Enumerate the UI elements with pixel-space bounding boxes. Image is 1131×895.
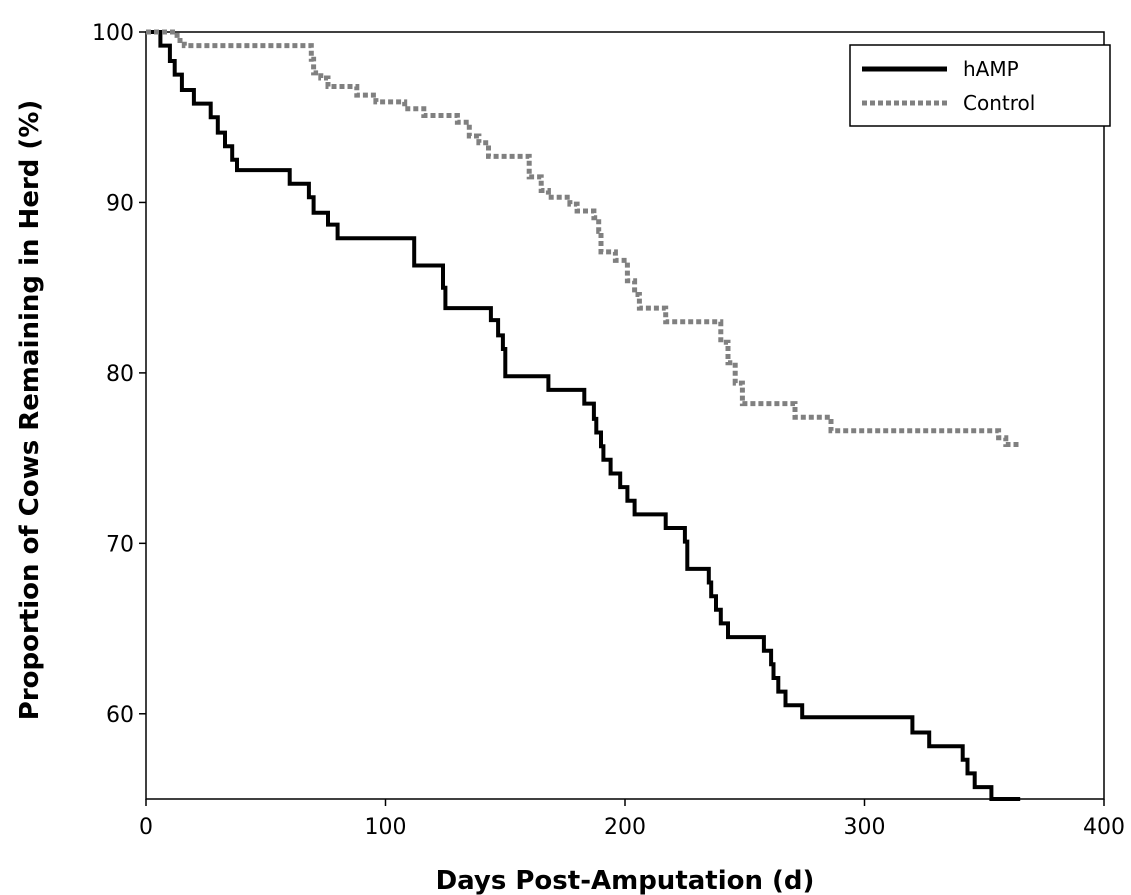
y-axis: 60 70 80 90 100 <box>92 21 146 728</box>
plot-area-frame <box>145 31 1105 800</box>
y-tick-label: 60 <box>106 703 134 728</box>
legend: hAMP Control <box>849 44 1111 127</box>
x-tick-label: 0 <box>139 815 153 840</box>
series-line-hamp <box>146 30 1021 801</box>
x-axis: 0 100 200 300 400 <box>139 799 1125 840</box>
y-tick-label: 80 <box>106 362 134 387</box>
x-tick-label: 100 <box>365 815 407 840</box>
legend-label-control: Control <box>963 91 1035 115</box>
series-line-control <box>146 29 1021 447</box>
x-tick-label: 200 <box>604 815 646 840</box>
y-tick-label: 70 <box>106 532 134 557</box>
x-tick-label: 400 <box>1083 815 1125 840</box>
x-axis-title: Days Post-Amputation (d) <box>436 866 815 895</box>
y-tick-label: 90 <box>106 191 134 216</box>
legend-label-hamp: hAMP <box>963 57 1019 81</box>
legend-box <box>849 44 1111 127</box>
series-layer <box>146 29 1021 801</box>
y-tick-label: 100 <box>92 21 134 46</box>
x-tick-label: 300 <box>844 815 886 840</box>
y-axis-title: Proportion of Cows Remaining in Herd (%) <box>15 100 45 720</box>
